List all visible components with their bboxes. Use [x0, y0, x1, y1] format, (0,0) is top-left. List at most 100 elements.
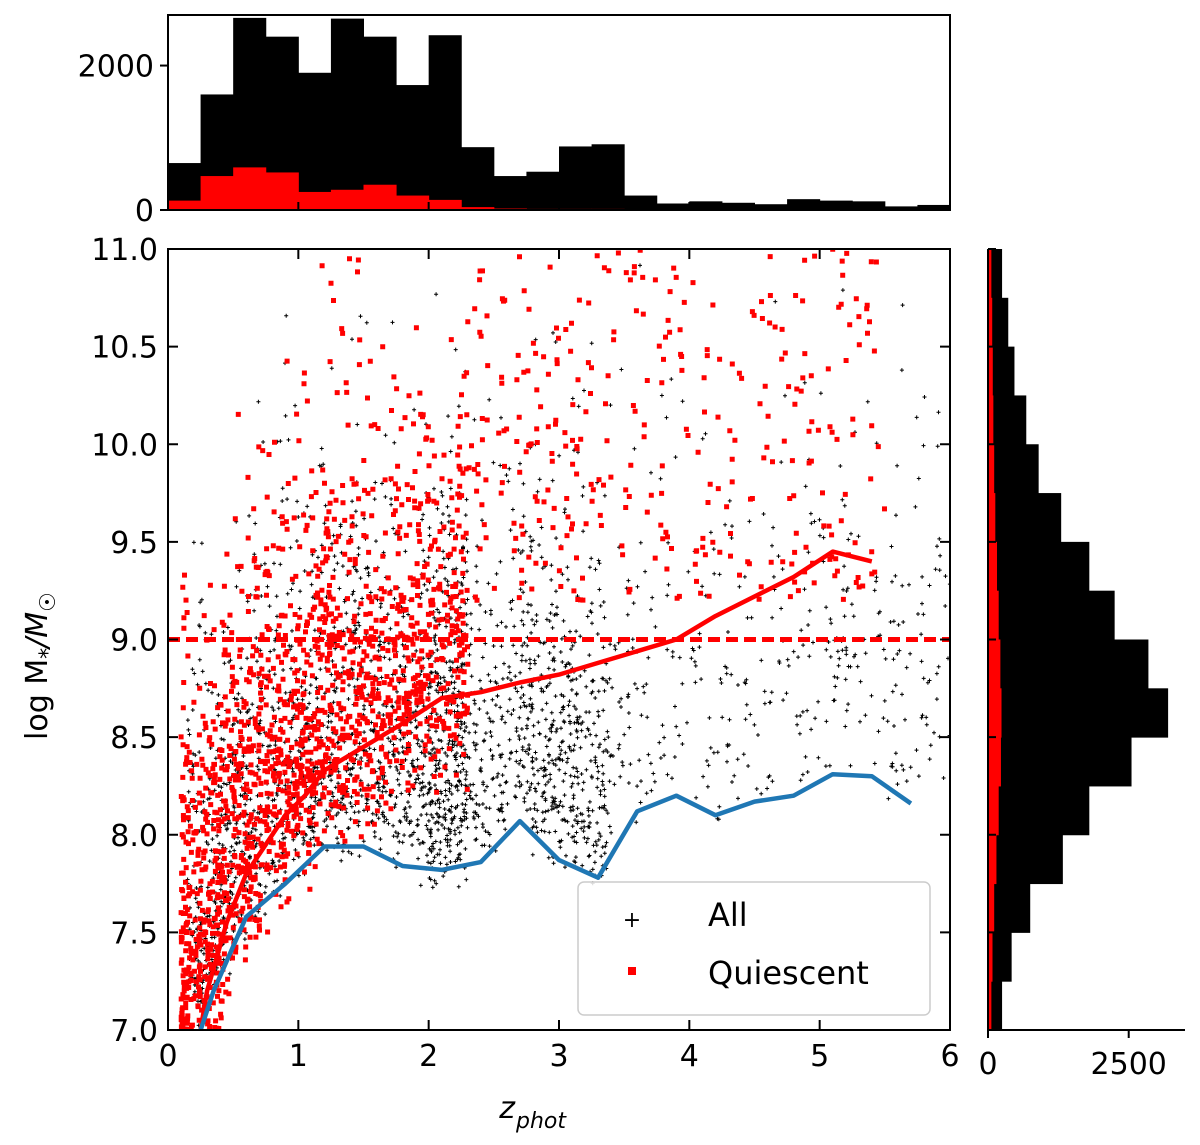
- legend-box: [577, 881, 931, 1016]
- right-hist-bar-quiescent: [988, 639, 1001, 689]
- right-hist-x-tick-label: 0: [978, 1047, 997, 1082]
- top-hist-y-tick-label: 2000: [78, 50, 154, 85]
- y-tick-label: 8.0: [110, 819, 158, 854]
- right-hist-bar-all: [988, 493, 1062, 543]
- right-hist-bar-all: [988, 834, 1063, 885]
- top-hist-bar-all: [493, 176, 527, 210]
- top-hist-bar-all: [330, 18, 364, 210]
- main-scatter-panel: 0 1 2 3 4 5 6 7.0 7.5 8.0 8.5 9.0 9.5 10.0 10.5 11.0: [91, 233, 959, 1074]
- right-hist-bar-quiescent: [988, 297, 993, 348]
- right-hist-bar-all: [988, 297, 1009, 348]
- right-hist-bar-quiescent: [988, 932, 993, 982]
- right-hist-bar-all: [988, 444, 1039, 494]
- x-tick-label: 5: [810, 1039, 829, 1074]
- right-hist-bar-quiescent: [988, 834, 997, 885]
- right-hist-x-tick-label: 2500: [1091, 1047, 1167, 1082]
- all-mass-limit-line: [198, 771, 913, 1030]
- right-hist-bar-quiescent: [988, 541, 998, 592]
- top-hist-bar-all: [591, 144, 625, 210]
- y-tick-label: 10.0: [91, 428, 158, 463]
- top-hist-bar-all: [917, 204, 951, 210]
- right-hist-bar-all: [988, 249, 1003, 299]
- right-hist-bar-quiescent: [988, 688, 1002, 738]
- y-tick-label: 9.5: [110, 526, 158, 561]
- x-tick-label: 0: [158, 1039, 177, 1074]
- y-tick-label: 7.5: [110, 916, 158, 951]
- x-axis-label: z phot: [498, 1091, 567, 1134]
- x-tick-label: 1: [289, 1039, 308, 1074]
- right-hist-bar-all: [988, 590, 1115, 640]
- legend-marker-quiescent: [628, 967, 636, 975]
- top-hist-bar-all: [852, 201, 886, 210]
- right-hist-bar-quiescent: [988, 883, 995, 933]
- right-hist-bar-quiescent: [988, 346, 993, 396]
- right-hist-bar-all: [988, 541, 1090, 592]
- top-hist-bar-all: [559, 146, 593, 210]
- x-axis-label-sub: phot: [515, 1109, 567, 1134]
- y-tick-label: 10.5: [91, 331, 158, 366]
- right-hist-bar-all: [988, 395, 1027, 445]
- right-hist-bar-all: [988, 883, 1031, 933]
- y-axis-label-mid: /M: [20, 612, 55, 651]
- top-hist-bar-quiescent: [396, 195, 430, 210]
- top-hist-bar-all: [396, 85, 430, 210]
- y-axis-label-main: log M: [20, 659, 55, 740]
- top-hist-bar-all: [819, 200, 853, 210]
- top-hist-bar-all: [689, 201, 723, 210]
- right-hist-bar-quiescent: [988, 590, 999, 640]
- y-axis-label: log M*/M☉: [20, 592, 61, 740]
- y-tick-label: 8.5: [110, 721, 158, 756]
- y-tick-label: 11.0: [91, 233, 158, 268]
- top-hist-bar-all: [884, 206, 918, 210]
- y-tick-label: 7.0: [110, 1014, 158, 1049]
- y-axis-label-sub2: ☉: [36, 592, 61, 612]
- y-axis-label-sub1: *: [36, 648, 61, 659]
- right-hist-bar-quiescent: [988, 444, 995, 494]
- quiescent-mass-limit-line: [198, 549, 873, 1030]
- x-tick-label: 6: [940, 1039, 959, 1074]
- y-tick-label: 9.0: [110, 624, 158, 659]
- right-hist-bar-all: [988, 737, 1132, 787]
- legend-label-quiescent: Quiescent: [708, 954, 869, 992]
- top-hist-bar-all: [656, 203, 690, 210]
- right-hist-bar-all: [988, 688, 1169, 738]
- right-hist-bar-quiescent: [988, 493, 996, 543]
- x-tick-label: 3: [549, 1039, 568, 1074]
- top-hist-bar-quiescent: [461, 207, 495, 210]
- right-hist-bar-all: [988, 785, 1090, 836]
- top-hist-bar-all: [721, 202, 755, 210]
- legend-marker-all: +: [623, 908, 641, 933]
- right-hist-bar-all: [988, 932, 1012, 982]
- top-hist-y-tick-label: 0: [135, 194, 154, 229]
- top-hist-bar-all: [461, 147, 495, 210]
- top-hist-bar-quiescent: [428, 199, 462, 210]
- x-axis-label-main: z: [498, 1091, 516, 1126]
- top-hist-bar-quiescent: [330, 189, 364, 210]
- x-tick-label: 2: [419, 1039, 438, 1074]
- top-hist-bar-all: [526, 171, 560, 210]
- top-hist-bar-all: [787, 199, 821, 210]
- right-hist-bar-quiescent: [988, 249, 992, 299]
- right-hist-bar-quiescent: [988, 395, 994, 445]
- top-histogram: 0 2000: [78, 14, 951, 229]
- x-tick-label: 4: [680, 1039, 699, 1074]
- top-hist-bar-quiescent: [363, 184, 397, 210]
- legend: + All Quiescent: [577, 881, 931, 1016]
- right-hist-bar-all: [988, 639, 1149, 689]
- top-hist-bar-all: [363, 36, 397, 210]
- top-hist-bar-quiescent: [298, 191, 332, 210]
- right-histogram: 0 2500: [978, 248, 1185, 1082]
- top-hist-bar-all: [298, 72, 332, 211]
- right-hist-bar-quiescent: [988, 981, 992, 1031]
- top-hist-bar-quiescent: [233, 167, 267, 210]
- top-hist-bar-all: [754, 204, 788, 210]
- top-hist-bar-all: [624, 195, 658, 210]
- right-hist-bar-quiescent: [988, 785, 999, 836]
- svg-text:log M*/M☉: log M*/M☉: [20, 592, 61, 740]
- legend-label-all: All: [708, 896, 748, 934]
- right-hist-bar-all: [988, 981, 1003, 1031]
- top-hist-bar-quiescent: [200, 176, 234, 210]
- top-hist-bar-all: [428, 35, 462, 210]
- top-hist-bar-quiescent: [168, 200, 202, 210]
